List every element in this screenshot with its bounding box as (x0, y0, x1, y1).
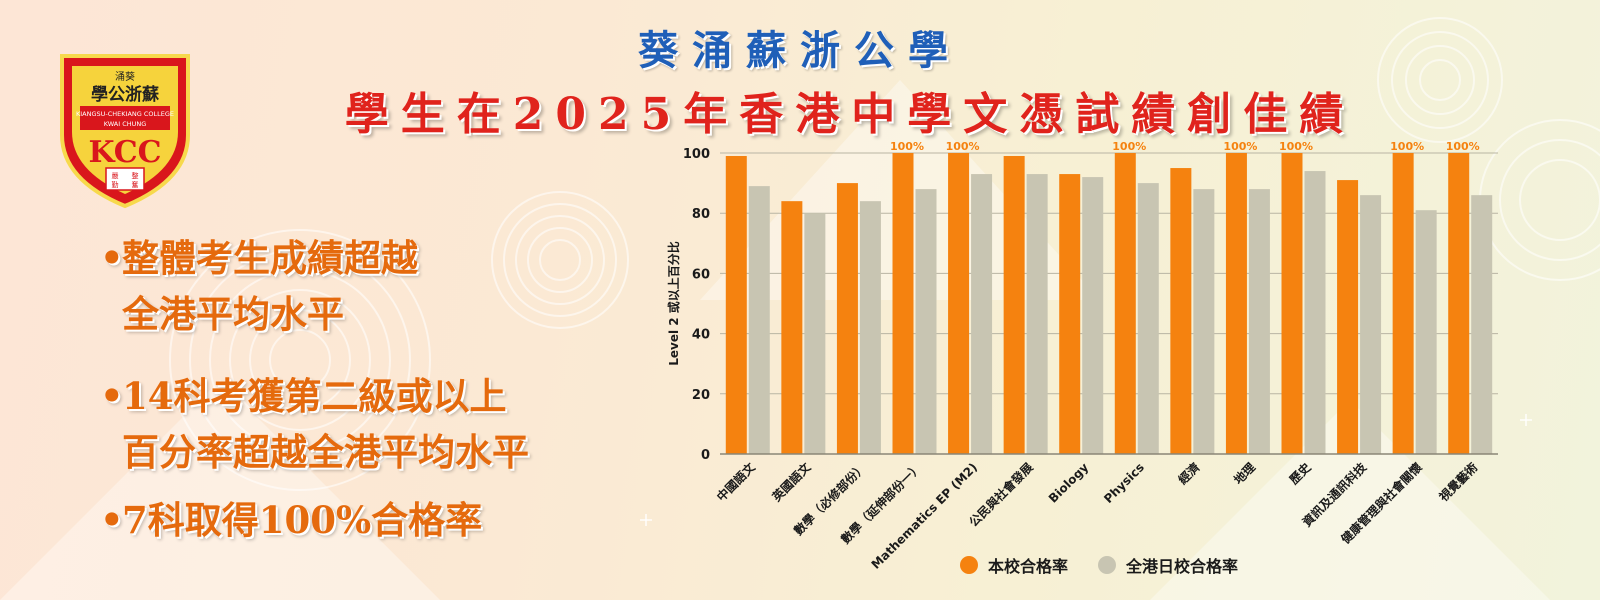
bar-school (1170, 168, 1192, 455)
bar-hk (748, 186, 770, 455)
crest-motto-3: 勤 (112, 180, 119, 189)
annotation-100-percent: 100% (946, 140, 980, 153)
crest-english-line1: KIANGSU-CHEKIANG COLLEGE (76, 110, 174, 118)
bar-hk (804, 213, 826, 454)
bar-hk (1193, 189, 1215, 454)
bar-school (892, 153, 914, 454)
headline-title: 學生在2025年香港中學文憑試績創佳績 (344, 89, 1356, 140)
bar-hk (1026, 174, 1048, 454)
bar-school (948, 153, 970, 454)
x-tick-label: 經濟 (1175, 460, 1203, 488)
annotation-100-percent: 100% (1112, 140, 1146, 153)
bar-school (1281, 153, 1303, 454)
annotation-100-percent: 100% (1446, 140, 1480, 153)
highlight-3: •7科取得100%合格率 (100, 498, 483, 542)
bar-hk (1248, 189, 1270, 454)
x-tick-label: Physics (1101, 460, 1147, 506)
highlight-3-line1: 7科取得100%合格率 (122, 498, 483, 542)
highlight-1-line1: 整體考生成績超越 (122, 236, 418, 280)
y-tick-label: 100 (683, 147, 710, 162)
school-crest-logo: 涌葵 學公浙蘇 KIANGSU-CHEKIANG COLLEGE KWAI CH… (60, 54, 190, 209)
y-axis-label: Level 2 或以上百分比 (666, 241, 681, 366)
legend-item-hk: 全港日校合格率 (1098, 553, 1238, 577)
bar-hk (1360, 195, 1382, 454)
x-tick-label: 英國語文 (769, 459, 814, 504)
bar-hk (1082, 177, 1104, 454)
highlight-2-line2: 百分率超越全港平均水平 (122, 430, 529, 474)
annotation-100-percent: 100% (1390, 140, 1424, 153)
crest-motto-1: 嚴 (112, 172, 119, 180)
legend-item-school: 本校合格率 (960, 553, 1068, 577)
x-tick-label: 歷史 (1286, 459, 1314, 487)
legend-swatch-school (960, 556, 978, 574)
y-tick-label: 40 (692, 328, 710, 343)
bar-school (1225, 153, 1247, 454)
x-tick-label: Biology (1046, 460, 1092, 506)
bar-hk (1304, 171, 1326, 454)
bar-hk (859, 201, 881, 454)
crest-chinese-name: 學公浙蘇 (91, 84, 159, 105)
bar-hk (1415, 210, 1437, 454)
crest-initials: KCC (88, 135, 161, 170)
bar-school (836, 183, 858, 454)
bar-school (1059, 174, 1081, 454)
highlight-2: •14科考獲第二級或以上 百分率超越全港平均水平 (100, 368, 529, 480)
bar-hk (971, 174, 993, 454)
bar-school (1114, 153, 1136, 454)
x-tick-label: 地理 (1230, 460, 1258, 488)
chart-legend: 本校合格率 全港日校合格率 (960, 553, 1238, 577)
x-tick-label: 視覺藝術 (1435, 460, 1480, 505)
highlight-2-line1: 14科考獲第二級或以上 (122, 374, 507, 418)
annotation-100-percent: 100% (1279, 140, 1313, 153)
y-tick-label: 60 (692, 267, 710, 282)
y-tick-label: 20 (692, 388, 710, 403)
y-tick-label: 0 (701, 448, 710, 463)
bar-school (1448, 153, 1470, 454)
x-tick-label: 中國語文 (713, 459, 758, 504)
bar-school (1392, 153, 1414, 454)
bar-school (725, 156, 747, 454)
legend-label-school: 本校合格率 (988, 557, 1069, 576)
crest-motto-2: 整 (132, 171, 139, 180)
highlight-1-line2: 全港平均水平 (122, 292, 344, 336)
legend-label-hk: 全港日校合格率 (1126, 557, 1239, 576)
annotation-100-percent: 100% (1223, 140, 1257, 153)
crest-top-text: 涌葵 (115, 71, 135, 83)
bar-school (1337, 180, 1359, 454)
annotation-100-percent: 100% (890, 140, 924, 153)
bar-school (781, 201, 803, 454)
crest-english-line2: KWAI CHUNG (104, 120, 147, 128)
bar-school (1003, 156, 1025, 454)
bar-hk (1471, 195, 1493, 454)
school-name-title: 葵涌蘇浙公學 (638, 27, 962, 74)
bar-hk (915, 189, 937, 454)
highlight-1: •整體考生成績超越 全港平均水平 (100, 230, 418, 342)
bar-hk (1137, 183, 1159, 454)
y-tick-label: 80 (692, 207, 710, 222)
crest-motto-4: 奮 (132, 180, 139, 189)
legend-swatch-hk (1098, 556, 1117, 574)
